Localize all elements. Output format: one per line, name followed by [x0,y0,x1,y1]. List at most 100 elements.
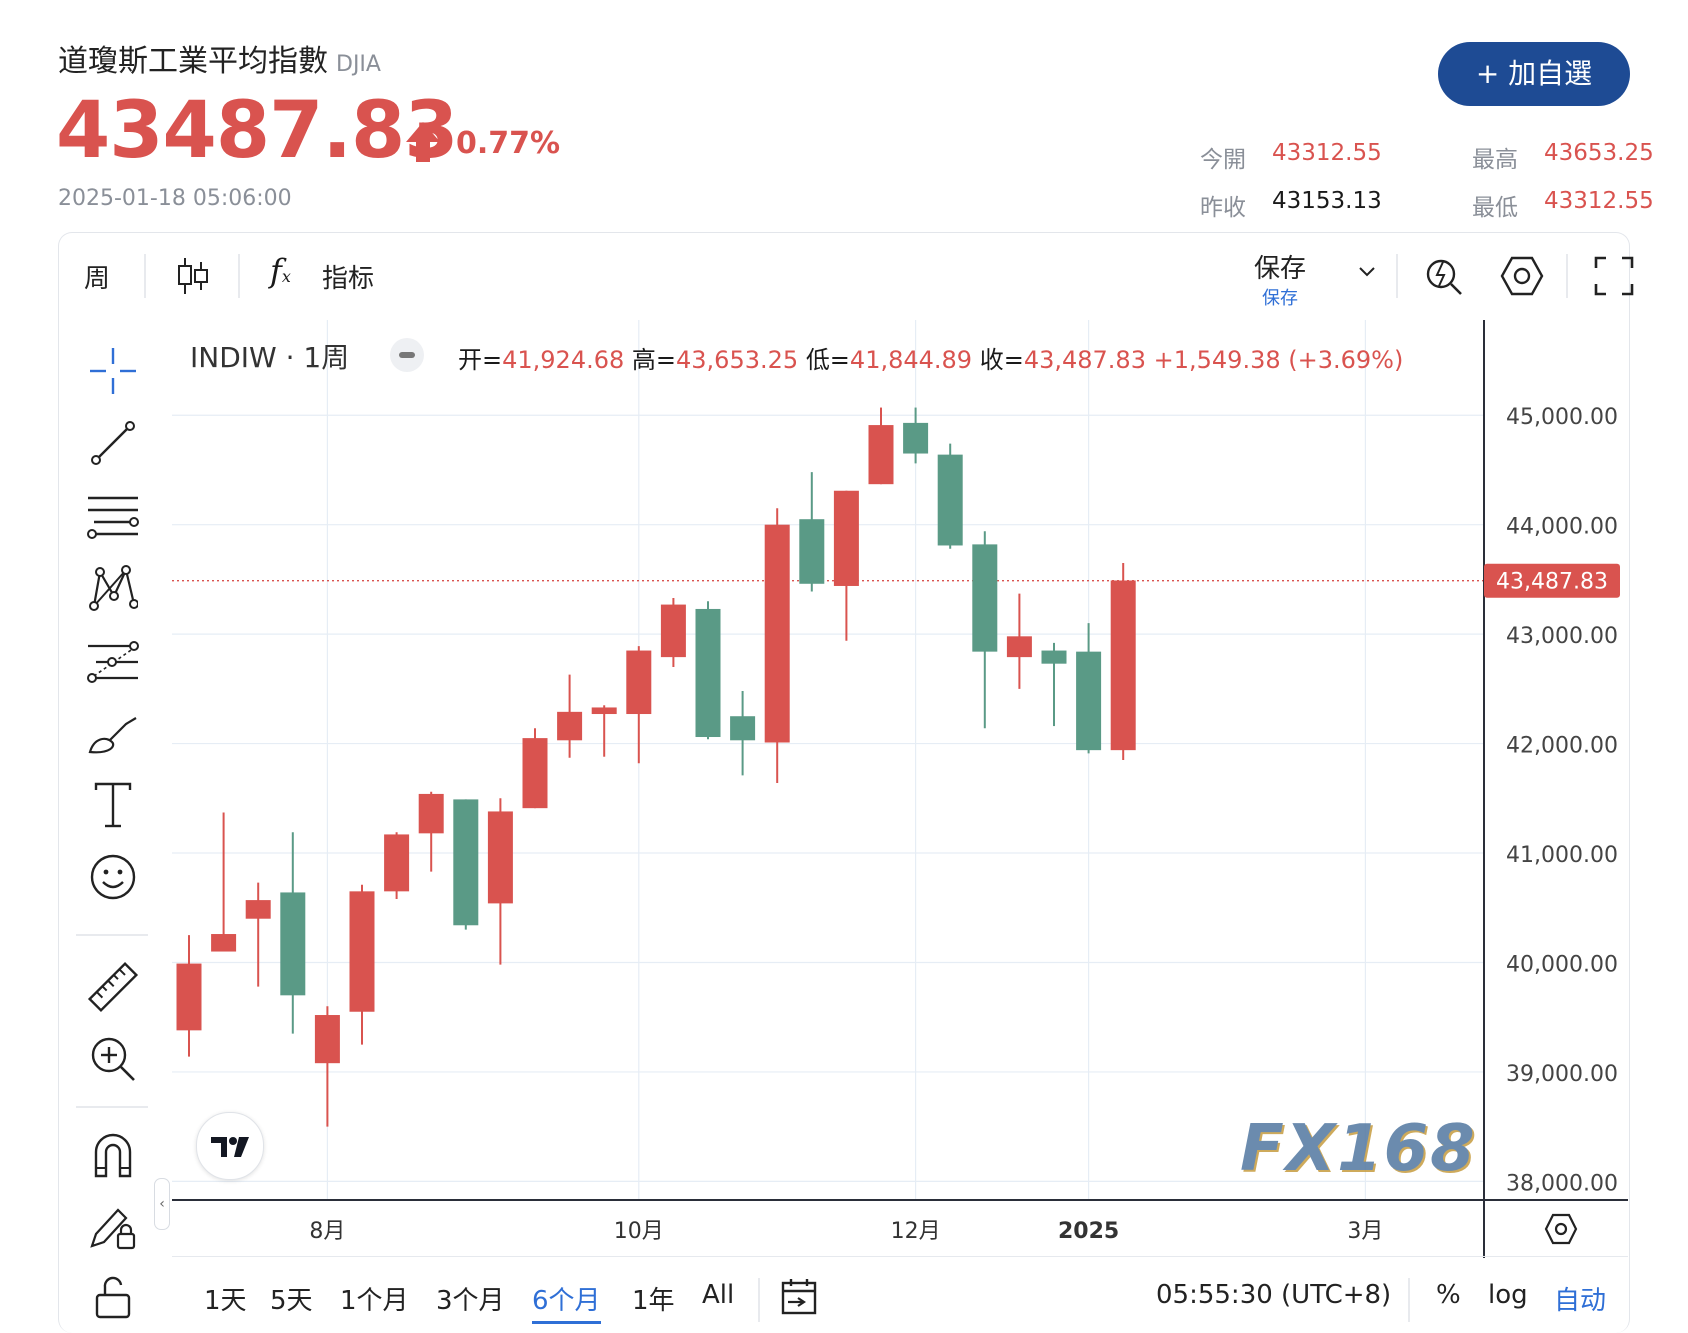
legend-low-label: 低= [805,346,850,374]
candle [557,674,583,758]
prev-close-label: 昨收 [1200,195,1246,221]
chevron-down-icon[interactable] [1358,266,1376,278]
range-button[interactable]: 1个月 [340,1286,409,1316]
interval-button[interactable]: 周 [84,264,111,294]
save-sublabel: 保存 [1262,288,1298,309]
y-tick-label: 39,000.00 [1506,1062,1618,1087]
pattern-tool[interactable] [82,562,144,612]
candle [176,935,202,1057]
range-button[interactable]: 1天 [204,1286,247,1316]
legend-low-value: 41,844.89 [849,346,973,374]
indicators-button[interactable]: 指标 [322,264,375,294]
grid [172,320,1484,1200]
measure-tool[interactable] [82,961,144,1013]
candle [660,598,686,667]
crosshair-icon [90,348,136,394]
settings-icon[interactable] [1500,256,1544,296]
legend-toggle-button[interactable] [390,338,424,372]
x-tick-label: 10月 [614,1219,664,1244]
tv-logo-icon [211,1137,249,1157]
pattern-icon [89,565,138,611]
x-tick-label: 8月 [309,1219,345,1244]
x-tick-label: 3月 [1347,1219,1383,1244]
y-tick-label: 44,000.00 [1506,515,1618,540]
candle-body [1041,650,1067,664]
add-watchlist-button[interactable]: + 加自選 [1438,42,1630,106]
unlock-tool[interactable] [82,1272,144,1322]
candle [591,705,617,757]
fullscreen-icon[interactable] [1594,256,1634,296]
crosshair-tool[interactable] [82,346,144,396]
legend-high-label: 高= [631,346,677,374]
log-scale-toggle[interactable]: log [1488,1280,1528,1310]
function-icon[interactable]: fx [270,252,291,290]
candle [349,884,375,1045]
range-button[interactable]: 6个月 [532,1280,601,1324]
candle [314,1006,340,1127]
fib-tool[interactable] [82,490,144,540]
brush-tool[interactable] [82,708,144,758]
toolbar-divider [76,1106,148,1108]
candle-body [764,524,790,743]
text-tool[interactable] [82,780,144,830]
prediction-tool[interactable] [82,636,144,686]
toolbar-divider [1408,1278,1410,1322]
range-button[interactable]: 3个月 [436,1286,505,1316]
clock-timezone[interactable]: 05:55:30 (UTC+8) [1156,1280,1392,1310]
tradingview-logo[interactable] [196,1112,264,1180]
magnet-tool[interactable] [82,1130,144,1180]
candle [487,798,513,965]
axis-settings-icon[interactable] [1544,1212,1578,1246]
change-percent: 0.77% [456,126,561,161]
trend-line-icon [91,421,135,465]
candle-body [557,711,583,741]
toolbar-divider [144,254,146,298]
candle [1110,562,1136,760]
toolbar-divider [238,254,240,298]
candle [245,882,271,987]
high-value: 43653.25 [1544,140,1654,166]
percent-scale-toggle[interactable]: % [1436,1280,1461,1310]
candle-body [903,422,929,454]
time-axis: 8月 10月 12月 2025 3月 [172,1199,1628,1244]
y-tick-label: 45,000.00 [1506,405,1618,430]
high-label: 最高 [1472,147,1518,173]
range-button[interactable]: 5天 [270,1286,313,1316]
go-to-date-icon[interactable] [780,1276,820,1316]
lock-drawing-tool[interactable] [82,1202,144,1252]
text-icon [94,782,132,828]
candle [522,728,548,809]
magnet-icon [94,1133,132,1178]
candle-body [937,454,963,546]
chart-widget [58,232,1630,1333]
candle-body [314,1015,340,1064]
trend-line-tool[interactable] [82,418,144,468]
candles-icon[interactable] [176,256,210,296]
emoji-tool[interactable] [82,852,144,902]
x-tick-label: 12月 [891,1219,941,1244]
toolbar-divider [1396,254,1398,298]
candle [903,407,929,464]
low-value: 43312.55 [1544,188,1654,214]
candle-body [833,490,859,586]
candle-body [695,608,721,738]
save-button[interactable]: 保存 [1254,254,1307,284]
low-label: 最低 [1472,195,1518,221]
candle [418,791,444,872]
collapse-toolbar-button[interactable]: ‹ [154,1178,170,1230]
range-button[interactable]: 1年 [632,1286,675,1316]
zoom-tool[interactable] [82,1034,144,1084]
candle-body [176,963,202,1031]
auto-scale-toggle[interactable]: 自动 [1554,1286,1607,1316]
prev-close-value: 43153.13 [1272,188,1382,214]
ohlc-legend: 开=41,924.68 高=43,653.25 低=41,844.89 收=43… [458,340,1403,375]
candle-body [799,519,825,584]
quick-search-icon[interactable] [1424,254,1464,296]
legend-close-label: 收= [979,346,1024,374]
range-button[interactable]: All [702,1280,735,1310]
candle [626,646,652,764]
candle-body [626,650,652,715]
toolbar-divider [76,934,148,936]
candle [1006,593,1032,689]
candle-body [211,934,237,952]
